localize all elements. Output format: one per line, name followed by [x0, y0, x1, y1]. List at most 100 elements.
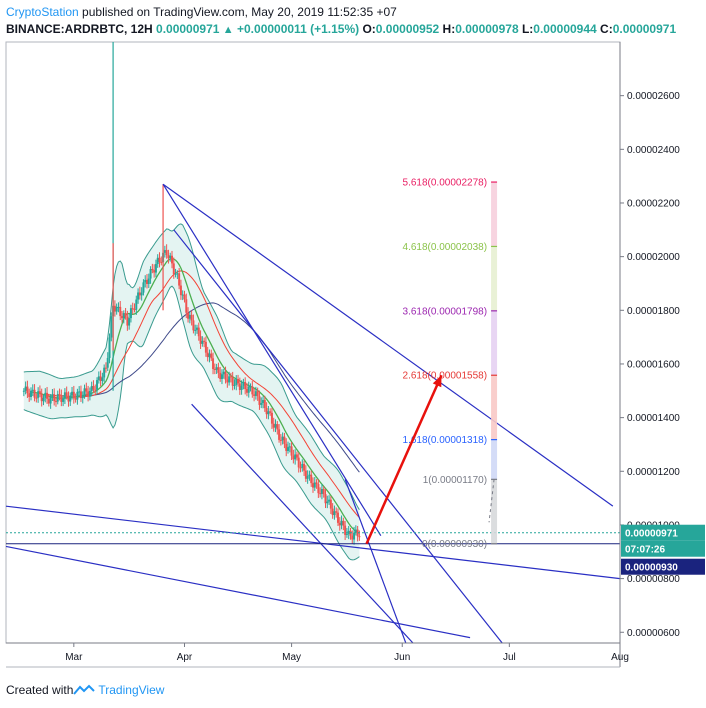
- candle-body: [174, 273, 177, 275]
- candle-body: [272, 423, 275, 428]
- symbol-label[interactable]: BINANCE:ARDRBTC, 12H: [6, 22, 153, 36]
- channel-top-line[interactable]: [162, 183, 382, 536]
- fib-zone-bar: [491, 246, 498, 311]
- candle-body: [281, 436, 284, 441]
- candle-body: [235, 378, 238, 385]
- candle-body: [40, 394, 43, 402]
- ohlc-line: BINANCE:ARDRBTC, 12H 0.00000971 ▲ +0.000…: [6, 22, 676, 36]
- plot-area[interactable]: 0(0.00000930) 1(0.00001170) 1.618(0.000013…: [5, 41, 621, 644]
- x-tick-label: Aug: [611, 652, 629, 663]
- candle-body: [279, 439, 282, 441]
- support-line-1[interactable]: [5, 505, 621, 580]
- candle-body: [244, 382, 247, 390]
- candle-body: [108, 337, 111, 358]
- upper-resistance-line[interactable]: [162, 183, 614, 507]
- channel-bottom-line[interactable]: [191, 403, 414, 644]
- candle-body: [103, 367, 106, 378]
- candle-body: [233, 384, 236, 386]
- support-line-2[interactable]: [5, 545, 471, 639]
- candle-body: [51, 394, 54, 397]
- last-price: 0.00000971: [156, 22, 220, 36]
- candle-body: [310, 474, 313, 484]
- candle-body: [322, 488, 325, 495]
- candle-body: [58, 394, 61, 396]
- candle-body: [165, 250, 168, 256]
- candle-body: [167, 255, 170, 259]
- support-price-tag: 0.00000930: [625, 563, 678, 574]
- candle-body: [297, 457, 300, 468]
- candle-body: [269, 411, 272, 413]
- candle-body: [215, 367, 218, 370]
- fib-zone-bar: [491, 375, 498, 440]
- candle-body: [283, 436, 286, 444]
- candle-body: [121, 316, 124, 319]
- candle-body: [262, 400, 265, 403]
- fib-zone-bar: [491, 310, 498, 376]
- candle-body: [313, 482, 316, 488]
- candle-body: [260, 402, 263, 405]
- time-axis[interactable]: Mar Apr May Jun Jul Aug: [6, 642, 629, 668]
- y-tick-label: 0.00001400: [627, 413, 680, 424]
- candle-body: [160, 262, 163, 264]
- candle-body: [326, 501, 329, 504]
- candle-body: [220, 374, 223, 379]
- candle-body: [238, 383, 241, 390]
- candle-body: [92, 386, 95, 390]
- candle-body: [320, 488, 323, 494]
- candle-body: [38, 391, 41, 395]
- candle-body: [81, 395, 84, 399]
- candle-body: [35, 397, 38, 399]
- y-tick-label: 0.00001600: [627, 359, 680, 370]
- candle-body: [62, 398, 65, 402]
- candle-body: [226, 379, 229, 383]
- inner-trend-line[interactable]: [344, 479, 407, 644]
- candle-body: [76, 391, 79, 400]
- low-value: 0.00000944: [533, 22, 597, 36]
- candle-body: [353, 532, 356, 540]
- candle-body: [47, 398, 50, 404]
- last-price-tag: 0.00000971: [625, 529, 678, 540]
- candle-body: [149, 269, 152, 279]
- fib-level-label: 5.618(0.00002278): [403, 178, 488, 189]
- candle-body: [106, 357, 109, 368]
- candle-body: [181, 294, 184, 296]
- fib-level-label: 0(0.00000930): [422, 539, 487, 550]
- candle-body: [140, 292, 143, 296]
- candle-body: [210, 353, 213, 359]
- candle-body: [338, 522, 341, 526]
- bollinger-lower: [23, 285, 360, 561]
- candle-body: [179, 285, 182, 296]
- tradingview-brand[interactable]: TradingView: [98, 683, 165, 697]
- candle-body: [74, 398, 77, 400]
- candle-body: [270, 412, 273, 424]
- candle-body: [153, 270, 156, 273]
- candle-body: [44, 392, 47, 398]
- candle-body: [99, 376, 102, 381]
- projection-arrow-line[interactable]: [365, 374, 443, 545]
- fib-dash-line: [488, 479, 495, 523]
- candle-body: [206, 352, 209, 358]
- candle-body: [46, 392, 49, 399]
- candle-body: [204, 341, 207, 353]
- candle-body: [53, 394, 56, 402]
- candle-body: [154, 264, 157, 273]
- author-link[interactable]: CryptoStation: [6, 5, 79, 19]
- publish-info: published on TradingView.com, May 20, 20…: [82, 5, 397, 19]
- candle-body: [170, 255, 173, 264]
- candle-body: [319, 493, 322, 495]
- candle-body: [33, 389, 36, 398]
- candle-body: [104, 367, 107, 369]
- candle-body: [129, 308, 132, 319]
- steep-trend-line[interactable]: [173, 229, 503, 644]
- candle-body: [194, 329, 197, 331]
- candle-body: [183, 294, 186, 300]
- candle-body: [287, 447, 290, 451]
- fib-level-label: 1.618(0.00001318): [403, 435, 488, 446]
- candle-body: [117, 306, 120, 308]
- fib-zone-bar: [491, 479, 498, 544]
- candle-body: [354, 529, 357, 533]
- bollinger-fill: [23, 223, 360, 560]
- y-tick-label: 0.00002200: [627, 198, 680, 209]
- candle-body: [96, 380, 99, 390]
